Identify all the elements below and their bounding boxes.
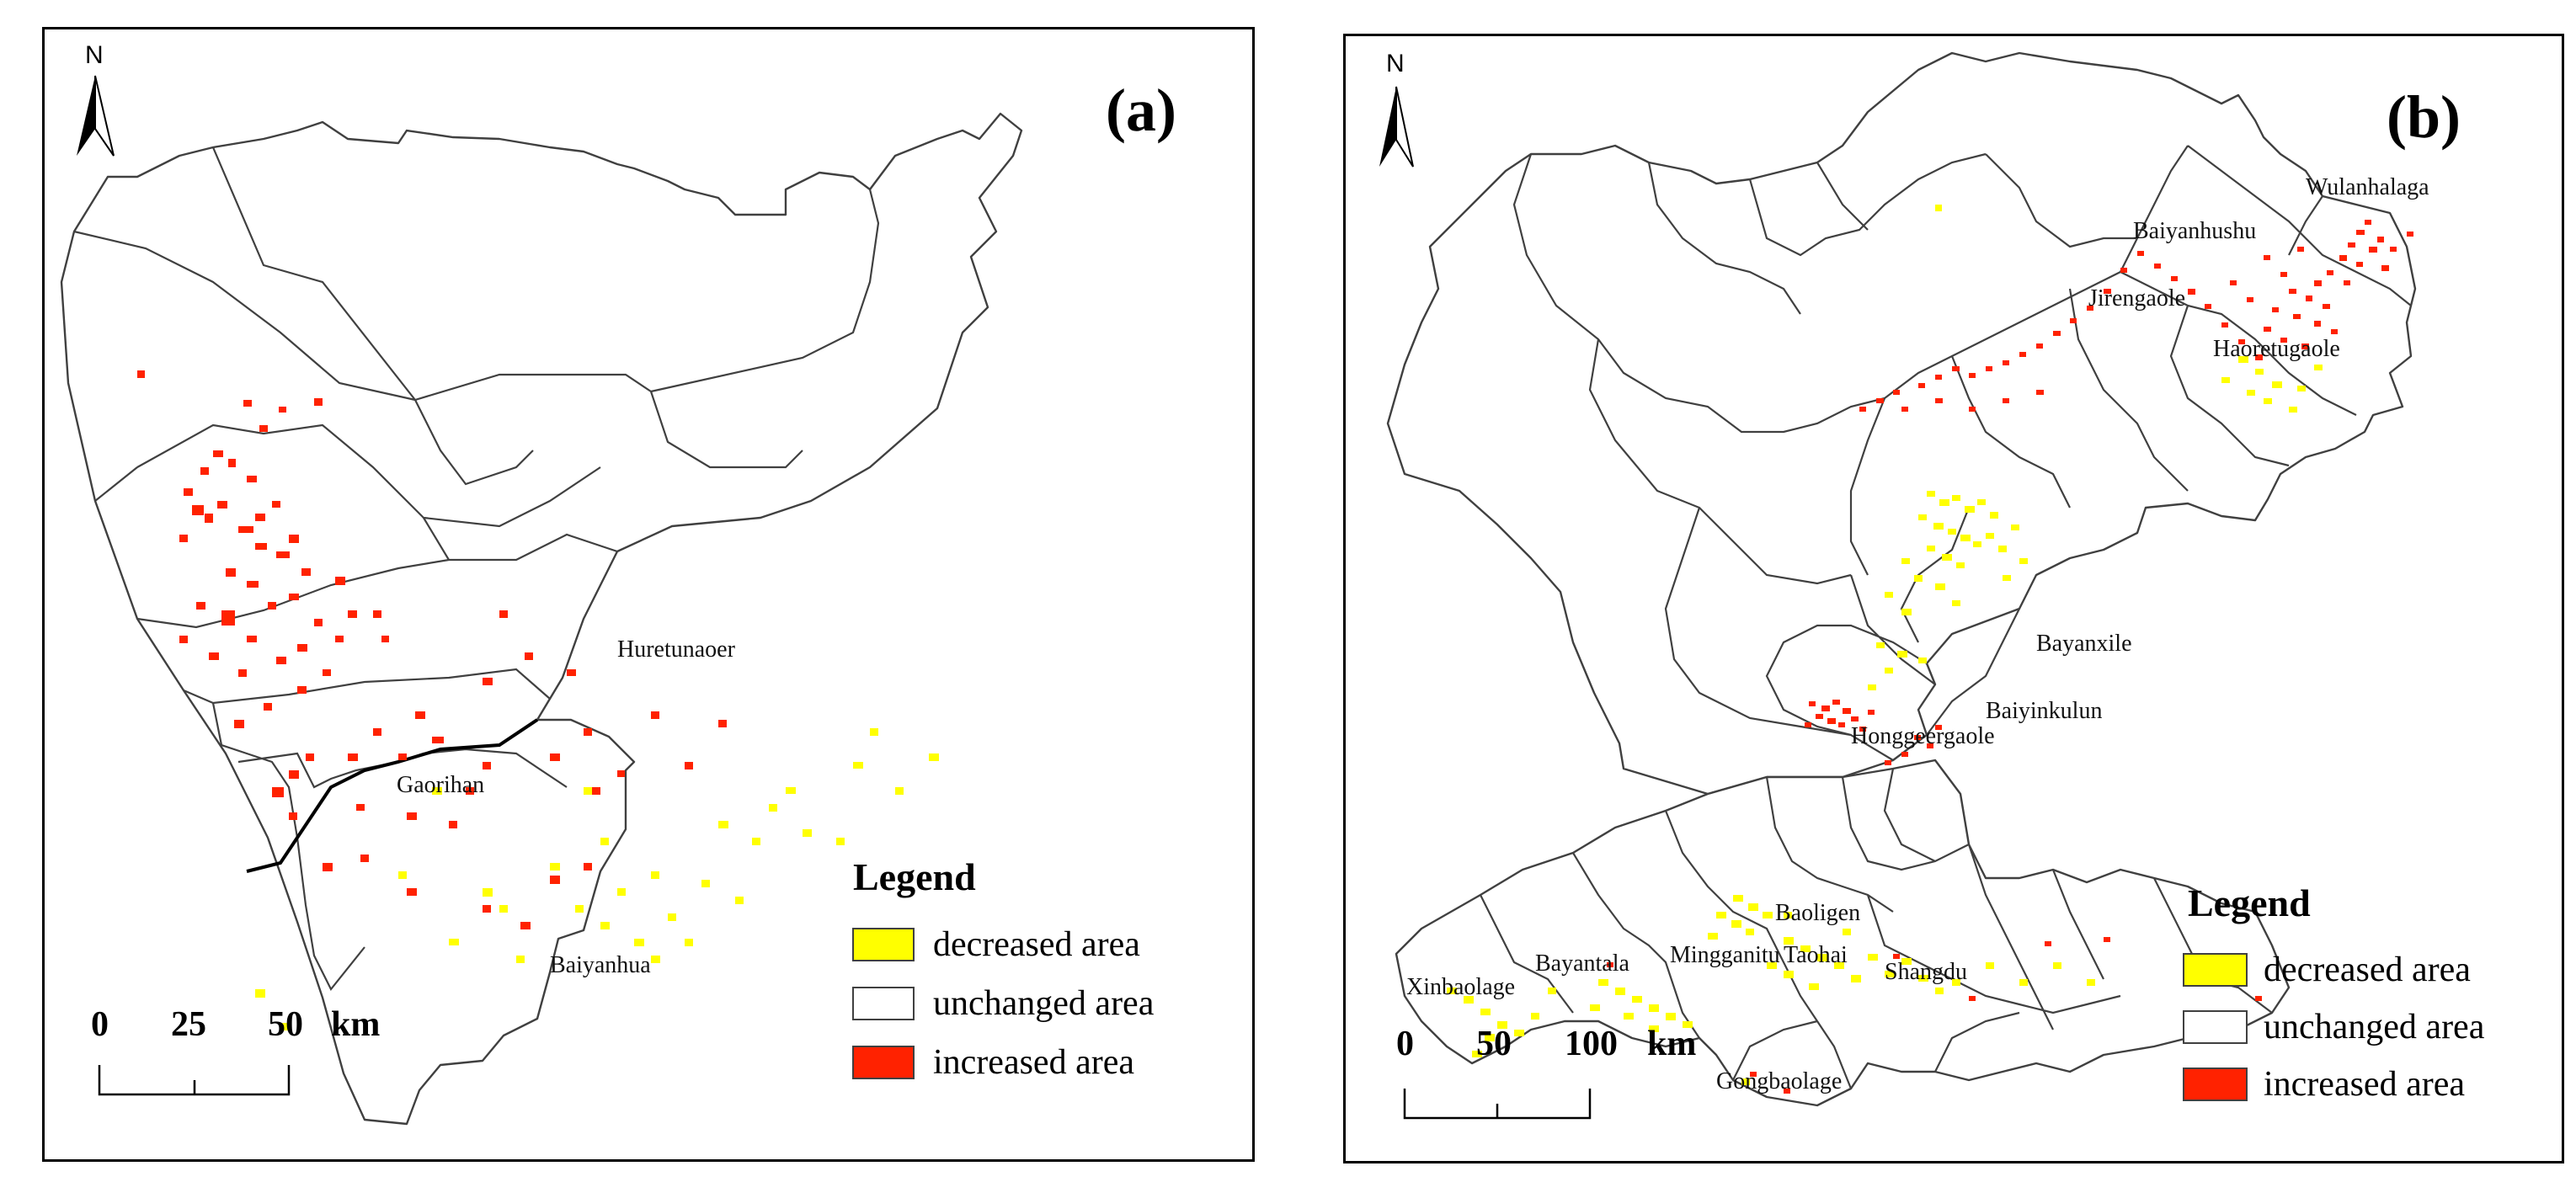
legend-a: Legend decreased area unchanged area inc… [852, 855, 1155, 1082]
place-label-b-4: Bayanxile [2036, 631, 2132, 657]
legend-label-increased-b: increased area [2264, 1065, 2465, 1104]
legend-swatch-decreased-a [852, 928, 915, 961]
map-panel-b: Wulanhalaga Baiyanhushu Jirengaole Haore… [1343, 34, 2564, 1163]
north-arrow-icon: N [77, 41, 115, 157]
study-area-a [60, 112, 1023, 1126]
scale-tick-b-2: 100 [1565, 1025, 1618, 1063]
place-label-b-5: Baiyinkulun [1986, 698, 2102, 724]
county-boundary-a [246, 718, 539, 873]
scale-tick-b-1: 50 [1476, 1025, 1512, 1063]
place-label-b-13: Gongbaolage [1716, 1068, 1842, 1094]
place-label-b-10: Shangdu [1885, 959, 1967, 985]
place-label-b-6: Honggeergaole [1851, 723, 1995, 749]
place-label-a-2: Baiyanhua [550, 952, 651, 978]
scale-tick-a-0: 0 [91, 1005, 109, 1044]
place-label-b-8: Mingganitu [1670, 942, 1780, 968]
place-label-b-11: Bayantala [1535, 950, 1630, 977]
scale-unit-a: km [331, 1005, 380, 1044]
legend-swatch-unchanged-a [852, 987, 915, 1020]
legend-swatch-increased-a [852, 1046, 915, 1079]
place-label-b-12: Xinbaolage [1406, 974, 1515, 1000]
legend-title-b: Legend [2188, 881, 2311, 924]
scale-bar-a: 0 25 50 km [91, 1005, 380, 1096]
place-label-b-7: Baoligen [1775, 900, 1860, 926]
legend-swatch-increased-b [2183, 1068, 2248, 1101]
map-b-svg: Wulanhalaga Baiyanhushu Jirengaole Haore… [1379, 50, 2485, 1120]
legend-b: Legend decreased area unchanged area inc… [2183, 881, 2485, 1104]
scale-bar-b: 0 50 100 km [1396, 1025, 1696, 1120]
decreased-patches-b [1447, 205, 2323, 1085]
legend-swatch-decreased-b [2183, 953, 2248, 987]
scale-tick-b-0: 0 [1396, 1025, 1414, 1063]
north-arrow-icon: N [1379, 50, 1414, 168]
north-label-a: N [85, 41, 104, 69]
scale-tick-a-1: 25 [171, 1005, 206, 1044]
place-label-b-1: Baiyanhushu [2133, 218, 2256, 244]
legend-swatch-unchanged-b [2183, 1010, 2248, 1044]
place-label-b-3: Haoretugaole [2213, 336, 2340, 362]
legend-title-a: Legend [853, 855, 976, 898]
increased-patches-b [1607, 220, 2413, 1094]
decreased-patches-a [255, 728, 939, 1030]
map-a-svg: Huretunaoer Gaorihan Baiyanhua (a) N Leg… [60, 41, 1176, 1126]
increased-patches-a [137, 370, 727, 929]
scale-tick-a-2: 50 [268, 1005, 303, 1044]
scale-unit-b: km [1647, 1025, 1696, 1063]
place-label-a-0: Huretunaoer [617, 636, 736, 663]
division-lines-b-north [1512, 145, 2412, 761]
place-label-b-2: Jirengaole [2088, 285, 2185, 311]
panel-label-a: (a) [1106, 77, 1176, 144]
place-label-b-0: Wulanhalaga [2306, 174, 2429, 200]
map-panel-a: Huretunaoer Gaorihan Baiyanhua (a) N Leg… [42, 27, 1255, 1162]
legend-label-unchanged-b: unchanged area [2264, 1008, 2485, 1046]
north-label-b: N [1386, 50, 1405, 77]
legend-label-unchanged-a: unchanged area [933, 984, 1155, 1023]
legend-label-decreased-a: decreased area [933, 925, 1140, 964]
study-area-b-north [1386, 51, 2417, 796]
legend-label-decreased-b: decreased area [2264, 950, 2471, 989]
legend-label-increased-a: increased area [933, 1043, 1134, 1082]
place-label-b-9: Taohai [1784, 942, 1848, 968]
place-label-a-1: Gaorihan [397, 772, 484, 798]
panel-label-b: (b) [2387, 83, 2461, 151]
